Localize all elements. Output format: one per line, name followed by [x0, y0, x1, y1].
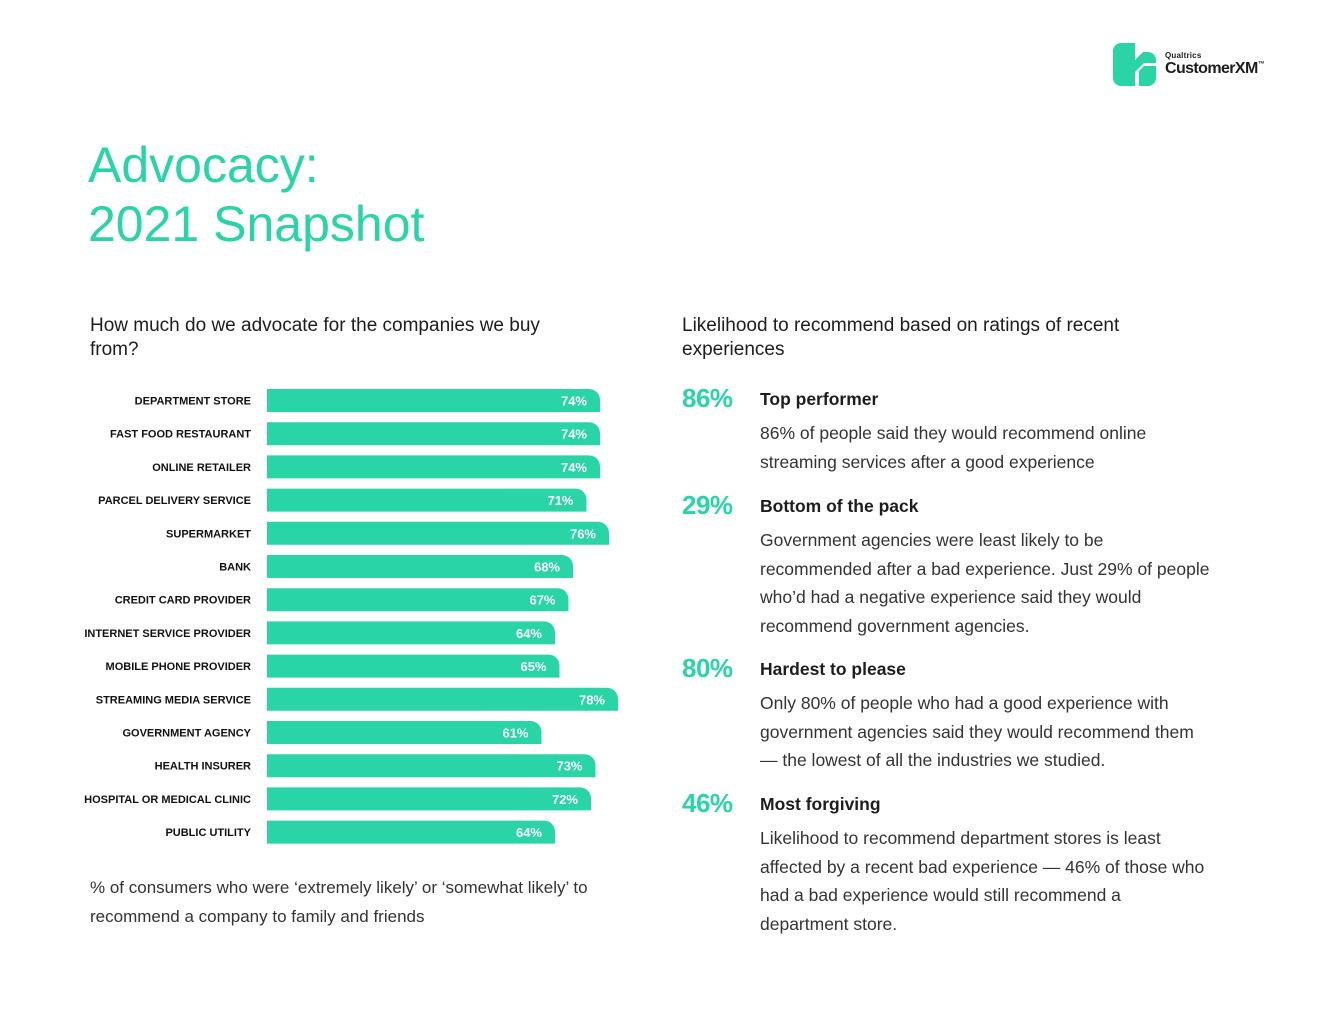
bar	[267, 488, 587, 512]
bar	[267, 555, 573, 578]
chart-caption: % of consumers who were ‘extremely likel…	[90, 878, 588, 926]
stat-value: 86%	[682, 383, 733, 413]
bar-value-label: 72%	[552, 792, 578, 807]
bar-category-label: SUPERMARKET	[166, 528, 251, 540]
bar-value-label: 74%	[561, 427, 587, 442]
stat-value: 80%	[682, 653, 733, 683]
advocacy-bar-chart: DEPARTMENT STORE 74% FAST FOOD RESTAURANT 7…	[84, 389, 618, 844]
stat-body: Likelihood to recommend department store…	[760, 828, 1205, 934]
stat-value: 46%	[682, 788, 733, 818]
bar-value-label: 61%	[502, 726, 528, 741]
bar-value-label: 68%	[534, 560, 560, 575]
stat-title: Bottom of the pack	[760, 496, 919, 516]
stat-value: 29%	[682, 490, 733, 520]
bar	[267, 721, 542, 744]
bar-category-label: INTERNET SERVICE PROVIDER	[84, 628, 251, 640]
bar	[267, 687, 618, 711]
bar-category-label: STREAMING MEDIA SERVICE	[96, 694, 251, 706]
bar	[267, 754, 596, 778]
stat-body: 86% of people said they would recommend …	[760, 423, 1147, 472]
bar	[267, 521, 609, 545]
bar-category-label: ONLINE RETAILER	[152, 462, 251, 474]
bar-value-label: 78%	[579, 692, 605, 707]
bar	[267, 787, 592, 811]
bar-category-label: HEALTH INSURER	[155, 761, 251, 773]
stat-title: Hardest to please	[760, 659, 906, 679]
bar-value-label: 64%	[516, 825, 542, 840]
bar-value-label: 74%	[561, 460, 587, 475]
bar-value-label: 74%	[561, 394, 587, 409]
bar-category-label: PARCEL DELIVERY SERVICE	[98, 495, 251, 507]
stat-body: Only 80% of people who had a good experi…	[760, 693, 1194, 770]
logo-company-name: Qualtrics	[1165, 51, 1202, 60]
bar-category-label: PUBLIC UTILITY	[165, 827, 251, 839]
bar-category-label: DEPARTMENT STORE	[135, 396, 251, 408]
chart-heading: How much do we advocate for the companie…	[90, 315, 540, 360]
logo-product-name: CustomerXM™	[1165, 60, 1265, 77]
bar-category-label: HOSPITAL OR MEDICAL CLINIC	[84, 794, 251, 806]
page-title-line-2: 2021 Snapshot	[88, 196, 425, 252]
bar	[267, 455, 600, 479]
bar-category-label: BANK	[219, 562, 251, 574]
stat-body: Government agencies were least likely to…	[760, 530, 1210, 636]
recommendation-heading: Likelihood to recommend based on ratings…	[682, 315, 1120, 360]
page-title-line-1: Advocacy:	[88, 137, 319, 193]
bar	[267, 820, 555, 844]
stat-title: Most forgiving	[760, 794, 881, 814]
bar	[267, 654, 560, 678]
customerxm-logo-icon	[1113, 43, 1156, 86]
page-title: Advocacy: 2021 Snapshot	[88, 136, 424, 254]
qualtrics-customerxm-logo: Qualtrics CustomerXM™	[1113, 43, 1283, 87]
bar-category-label: CREDIT CARD PROVIDER	[115, 595, 251, 607]
bar-category-label: GOVERNMENT AGENCY	[122, 728, 251, 740]
bar	[267, 389, 600, 412]
bar-value-label: 64%	[516, 626, 542, 641]
bar-value-label: 71%	[547, 493, 573, 508]
bar-value-label: 65%	[520, 659, 546, 674]
bar-category-label: FAST FOOD RESTAURANT	[110, 429, 251, 441]
bar-category-label: MOBILE PHONE PROVIDER	[106, 661, 252, 673]
bar	[267, 422, 600, 446]
bar	[267, 621, 555, 645]
bar-value-label: 76%	[570, 526, 596, 541]
bar-value-label: 67%	[529, 593, 555, 608]
bar-value-label: 73%	[556, 759, 582, 774]
stat-title: Top performer	[760, 389, 879, 409]
bar	[267, 588, 569, 612]
